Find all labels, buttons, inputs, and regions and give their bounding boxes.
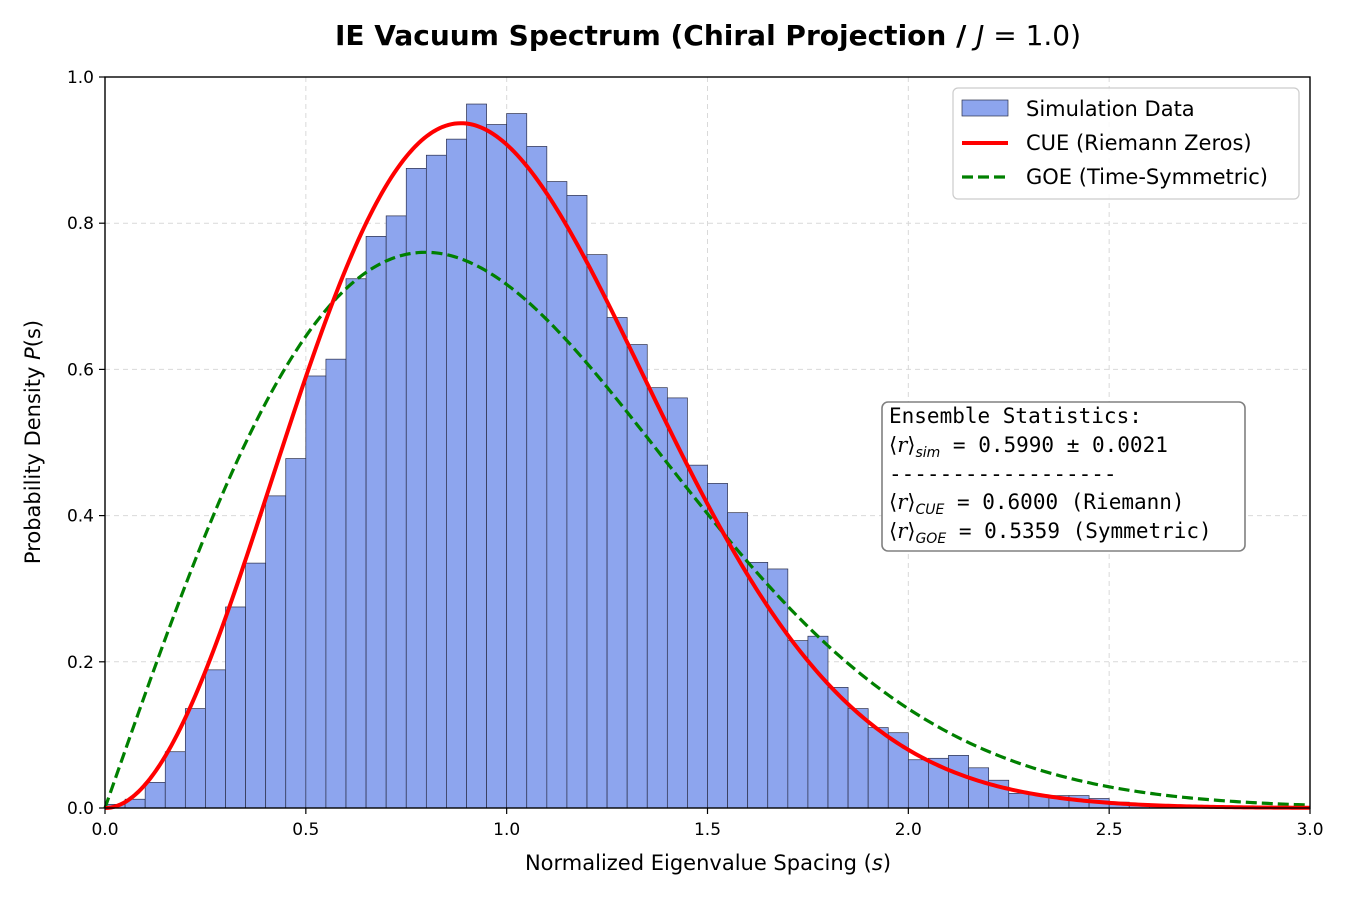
histogram-bar-36 [827, 687, 849, 809]
x-tick-label-5: 2.5 [1096, 820, 1123, 840]
stats-sim-line: ⟨r⟩sim = 0.5990 ± 0.0021 [889, 433, 1168, 461]
goe-curve [103, 250, 1311, 809]
histogram-bar-19 [486, 124, 508, 809]
x-tick-label-6: 3.0 [1296, 820, 1323, 840]
stats-goe-line: ⟨r⟩GOE = 0.5359 (Symmetric) [889, 519, 1212, 547]
histogram-bar-17 [446, 138, 467, 809]
histogram-bar-45 [1008, 793, 1030, 809]
histogram-bar-4 [184, 708, 206, 809]
x-tick-label-1: 0.5 [292, 820, 319, 840]
histogram-bar-18 [466, 103, 487, 809]
histogram-bar-10 [305, 375, 327, 809]
histogram-bar-43 [968, 767, 990, 809]
histogram-bar-40 [907, 759, 929, 809]
x-tick-label-3: 1.5 [694, 820, 721, 840]
histogram-bar-34 [787, 640, 809, 809]
histogram-bars [104, 103, 1311, 809]
stats-box-frame [881, 401, 1246, 552]
histogram-bar-6 [225, 606, 246, 809]
histogram-bar-22 [546, 181, 568, 809]
legend: Simulation Data CUE (Riemann Zeros) GOE … [952, 87, 1300, 200]
histogram-bar-21 [526, 146, 548, 809]
stats-box: Ensemble Statistics: ⟨r⟩sim = 0.5990 ± 0… [881, 401, 1246, 552]
legend-label-goe: GOE (Time-Symmetric) [1026, 165, 1268, 189]
x-tick-label-4: 2.0 [895, 820, 922, 840]
y-axis-ticks: 0.0 0.2 0.4 0.6 0.8 1.0 [67, 68, 105, 819]
chart-title: IE Vacuum Spectrum (Chiral Projection / … [335, 19, 1081, 52]
x-axis-ticks: 0.0 0.5 1.0 1.5 2.0 2.5 3.0 [91, 808, 1324, 840]
legend-label-cue: CUE (Riemann Zeros) [1026, 131, 1252, 155]
y-tick-label-4: 0.8 [67, 214, 94, 234]
y-tick-label-1: 0.2 [67, 653, 94, 673]
cue-curve [104, 121, 1311, 810]
y-axis-label: Probability Density P(s) [21, 320, 45, 564]
histogram-bar-33 [767, 568, 789, 809]
x-tick-label-2: 1.0 [493, 820, 520, 840]
stats-title: Ensemble Statistics: [889, 404, 1142, 428]
histogram-bar-2 [144, 782, 166, 809]
histogram-bar-7 [245, 562, 267, 809]
stats-cue-line: ⟨r⟩CUE = 0.6000 (Riemann) [889, 490, 1185, 518]
histogram-bar-20 [506, 113, 528, 809]
histogram-bar-12 [345, 278, 367, 809]
histogram-bar-14 [385, 215, 407, 809]
histogram-bar-37 [847, 708, 869, 809]
histogram-bar-23 [566, 195, 588, 809]
y-tick-label-2: 0.4 [67, 507, 94, 527]
histogram-bar-5 [205, 669, 226, 809]
legend-label-simulation: Simulation Data [1026, 97, 1195, 121]
histogram-bar-38 [867, 727, 889, 809]
y-tick-label-5: 1.0 [67, 68, 94, 88]
histogram-bar-3 [164, 751, 186, 809]
histogram-bar-24 [586, 254, 608, 809]
y-tick-label-0: 0.0 [67, 799, 94, 819]
stats-separator: ------------------ [889, 462, 1117, 486]
legend-swatch-simulation [961, 99, 1009, 117]
histogram-bar-42 [948, 755, 969, 809]
histogram-bar-29 [687, 464, 708, 809]
legend-box [952, 87, 1300, 200]
histogram-bar-15 [405, 168, 427, 809]
histogram-bar-11 [325, 358, 347, 809]
histogram-bar-9 [285, 458, 307, 809]
histogram-bar-13 [365, 236, 387, 809]
x-tick-label-0: 0.0 [91, 820, 118, 840]
histogram-bar-8 [265, 495, 287, 809]
y-tick-label-3: 0.6 [67, 360, 94, 380]
x-axis-label: Normalized Eigenvalue Spacing (s) [525, 851, 891, 875]
